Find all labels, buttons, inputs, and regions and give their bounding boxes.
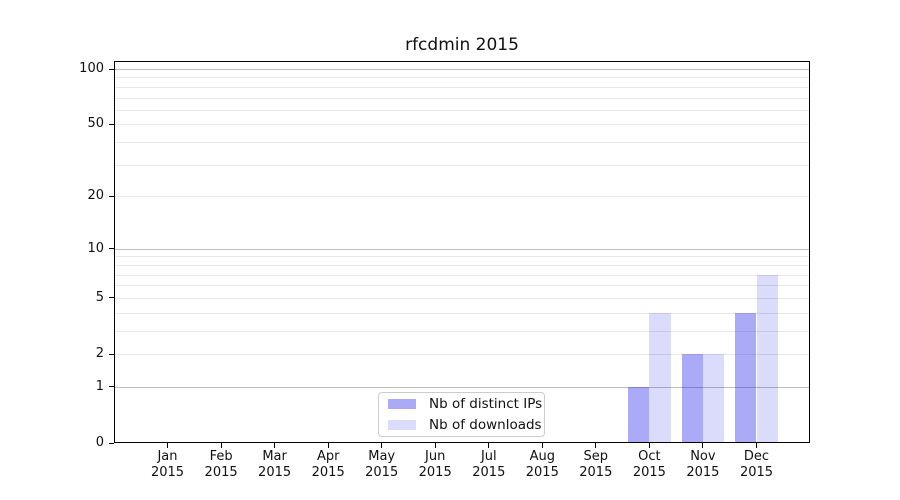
gridline-minor [114, 285, 810, 287]
x-tick-label: Oct 2015 [606, 449, 692, 481]
x-tick-mark [541, 443, 543, 448]
gridline-minor [114, 142, 810, 144]
x-tick-label: Apr 2015 [285, 449, 371, 481]
x-tick-year: 2015 [365, 465, 399, 480]
x-tick-label: Mar 2015 [232, 449, 318, 481]
x-tick-month: Jan [157, 449, 178, 464]
y-tick-mark [109, 195, 114, 197]
legend-swatch-downloads [388, 420, 416, 430]
x-tick-mark [702, 443, 704, 448]
gridline-minor [114, 164, 810, 166]
x-tick-year: 2015 [686, 465, 720, 480]
x-tick-label: Aug 2015 [499, 449, 585, 481]
x-tick-month: Oct [638, 449, 661, 464]
x-tick-mark [220, 443, 222, 448]
x-tick-year: 2015 [739, 465, 774, 480]
legend-entry-distinct-ips: Nb of distinct IPs [388, 396, 542, 412]
gridline-minor [114, 77, 810, 79]
x-tick-year: 2015 [525, 465, 559, 480]
y-tick-mark [109, 248, 114, 250]
gridline-minor [114, 330, 810, 332]
x-tick-year: 2015 [632, 465, 666, 480]
y-tick-mark [109, 123, 114, 125]
legend-swatch-distinct-ips [388, 399, 416, 409]
y-tick-label: 5 [95, 289, 104, 305]
gridline-major [114, 69, 810, 70]
x-tick-mark [756, 443, 757, 448]
x-tick-month: Aug [529, 449, 555, 464]
bar-downloads-nov [702, 354, 725, 443]
y-tick-label: 100 [79, 61, 104, 76]
x-tick-label: Jan 2015 [125, 449, 211, 481]
x-tick-mark [167, 443, 168, 448]
x-tick-month: Feb [209, 449, 233, 464]
bar-downloads-dec [756, 274, 778, 443]
gridline-minor [114, 196, 810, 198]
x-tick-year: 2015 [579, 465, 613, 480]
x-tick-year: 2015 [472, 465, 506, 480]
x-tick-label: Jun 2015 [392, 449, 478, 481]
legend-label-downloads: Nb of downloads [429, 417, 542, 433]
gridline-minor [114, 124, 810, 126]
x-tick-mark [648, 443, 650, 448]
x-tick-label: Jul 2015 [446, 449, 532, 481]
x-tick-month: Dec [743, 449, 770, 464]
gridline-minor [114, 354, 810, 355]
x-tick-mark [595, 443, 597, 448]
gridline-minor [114, 256, 810, 258]
bar-downloads-oct [649, 312, 671, 443]
x-tick-mark [488, 443, 490, 448]
x-tick-month: Sep [583, 449, 609, 464]
x-tick-year: 2015 [258, 465, 292, 480]
gridline-major [114, 248, 810, 250]
x-tick-mark [327, 443, 329, 448]
gridline-minor [114, 86, 810, 88]
gridline-minor [114, 297, 810, 299]
y-tick-label: 0 [95, 435, 104, 450]
x-tick-label: May 2015 [339, 449, 425, 481]
x-tick-label: Sep 2015 [553, 449, 639, 481]
y-tick-label: 10 [87, 240, 104, 256]
bar-distinct-ips-nov [681, 354, 703, 443]
gridline-minor [114, 264, 810, 266]
legend-entry-downloads: Nb of downloads [388, 417, 542, 433]
gridline-major [114, 386, 810, 388]
x-tick-month: Mar [262, 449, 287, 464]
y-tick-mark [109, 297, 114, 299]
x-tick-month: Nov [690, 449, 716, 464]
legend-label-distinct-ips: Nb of distinct IPs [429, 396, 543, 412]
y-tick-label: 2 [95, 346, 104, 361]
x-tick-label: Feb 2015 [178, 449, 264, 481]
x-tick-year: 2015 [150, 465, 185, 480]
gridline-minor [114, 97, 810, 99]
chart-title: rfcdmin 2015 [405, 35, 519, 55]
y-tick-label: 1 [95, 378, 104, 394]
x-tick-label: Nov 2015 [660, 449, 746, 481]
bar-distinct-ips-oct [628, 386, 650, 443]
y-tick-mark [109, 386, 114, 388]
y-tick-mark [109, 353, 114, 355]
plot-area [114, 61, 810, 443]
x-tick-mark [434, 443, 436, 448]
x-tick-month: Jun [425, 449, 446, 464]
x-tick-mark [274, 443, 276, 448]
gridline-minor [114, 109, 810, 111]
y-tick-mark [109, 68, 114, 70]
x-tick-mark [381, 443, 383, 448]
y-tick-label: 50 [87, 116, 104, 132]
x-tick-year: 2015 [311, 465, 345, 480]
x-tick-year: 2015 [418, 465, 452, 480]
y-tick-label: 20 [87, 188, 104, 204]
x-tick-month: Apr [316, 449, 340, 464]
y-tick-mark [109, 442, 114, 444]
bar-distinct-ips-dec [735, 312, 757, 443]
x-tick-month: May [368, 449, 396, 464]
gridline-minor [114, 274, 810, 276]
x-tick-month: Jul [480, 449, 497, 464]
legend: Nb of distinct IPs Nb of downloads [378, 392, 545, 437]
gridline-minor [114, 312, 810, 314]
x-tick-label: Dec 2015 [714, 449, 800, 481]
x-tick-year: 2015 [204, 465, 238, 480]
